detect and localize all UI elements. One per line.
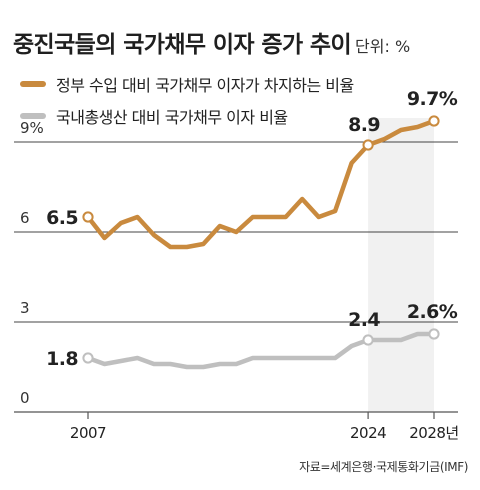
series-0-data-label-0: 6.5 [46,207,78,229]
y-tick-label-0: 0 [20,389,30,407]
x-tick-label-2024: 2024 [350,424,386,442]
legend-item-gdp-ratio: 국내총생산 대비 국가채무 이자 비율 [20,100,460,132]
series-0-data-label-2: 9.7% [407,88,458,110]
chart-header: 중진국들의 국가채무 이자 증가 추이 단위: % [13,25,470,59]
series-0-data-label-1: 8.9 [348,114,380,136]
unit-label: 단위: % [355,37,411,56]
series-1-marker-0 [82,352,94,364]
forecast-shaded-region [368,118,434,412]
y-tick-label-6: 6 [20,209,30,227]
legend-label-gdp-ratio: 국내총생산 대비 국가채무 이자 비율 [56,108,288,127]
series-1-data-label-0: 1.8 [46,348,78,370]
series-1-data-label-1: 2.4 [348,309,380,331]
legend: 정부 수입 대비 국가채무 이자가 차지하는 비율 국내총생산 대비 국가채무 … [20,68,460,132]
y-tick-label-9: 9% [20,119,44,137]
chart-title: 중진국들의 국가채무 이자 증가 추이 [13,32,352,58]
legend-item-revenue-ratio: 정부 수입 대비 국가채무 이자가 차지하는 비율 [20,68,460,100]
series-0-marker-1 [362,139,374,151]
series-line-1 [85,331,437,370]
series-1-data-label-2: 2.6% [407,301,458,323]
series-0-marker-0 [82,211,94,223]
series-0-marker-2 [428,115,440,127]
legend-swatch-revenue-ratio [20,81,46,87]
source-note: 자료=세계은행·국제통화기금(IMF) [299,460,468,474]
legend-label-revenue-ratio: 정부 수입 대비 국가채무 이자가 차지하는 비율 [56,76,354,95]
y-tick-label-3: 3 [20,299,30,317]
legend-swatch-gdp-ratio [20,113,46,119]
series-1-marker-1 [362,334,374,346]
series-1-marker-2 [428,328,440,340]
x-tick-label-2007: 2007 [70,424,106,442]
x-tick-label-2028: 2028년 [409,424,458,442]
series-line-0 [85,118,437,250]
